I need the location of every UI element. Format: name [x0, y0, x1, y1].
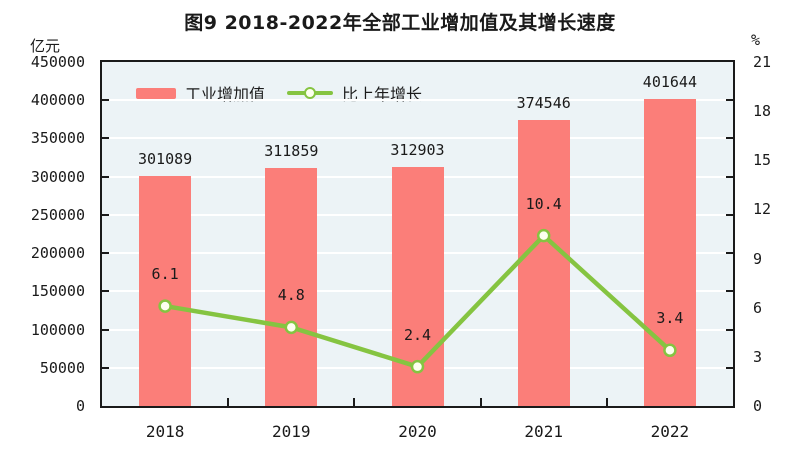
right-axis-tick-label: 12	[753, 200, 772, 219]
left-axis-tick	[102, 328, 109, 331]
bar-value-label: 401644	[642, 72, 697, 91]
growth-value-label: 6.1	[151, 265, 179, 284]
x-axis-category-label: 2020	[398, 422, 437, 441]
left-axis-tick	[102, 366, 109, 369]
right-axis-tick	[726, 252, 733, 255]
left-axis-tick-label: 450000	[30, 53, 85, 71]
growth-marker	[284, 320, 299, 335]
growth-line-layer	[158, 228, 677, 374]
right-axis-tick	[726, 99, 733, 102]
gridline	[102, 137, 733, 140]
left-axis-tick	[102, 290, 109, 293]
growth-marker	[410, 359, 425, 374]
bar-2019	[265, 167, 318, 406]
right-axis-tick-label: 6	[753, 298, 763, 317]
growth-value-label: 3.4	[656, 309, 684, 328]
growth-marker	[536, 228, 551, 243]
right-axis-tick	[726, 213, 733, 216]
right-axis-tick	[726, 137, 733, 140]
right-axis-tick	[726, 328, 733, 331]
x-axis-category-label: 2019	[272, 422, 311, 441]
bar-value-label: 374546	[516, 93, 571, 112]
x-axis-tick	[605, 398, 608, 406]
left-axis-tick-label: 100000	[30, 320, 85, 339]
x-axis-tick	[227, 398, 230, 406]
growth-value-label: 4.8	[277, 286, 305, 305]
left-axis-tick-label: 200000	[30, 244, 85, 263]
right-axis-tick	[726, 290, 733, 293]
right-axis-tick-label: 18	[753, 102, 772, 121]
bar-value-label: 311859	[264, 141, 319, 160]
bar-swatch-icon	[136, 87, 176, 99]
growth-value-label: 10.4	[525, 194, 562, 213]
x-axis-category-label: 2018	[145, 422, 185, 441]
left-axis-tick-label: 50000	[39, 358, 85, 377]
left-axis-tick	[102, 252, 109, 255]
growth-marker	[158, 299, 172, 313]
left-axis-tick-label: 400000	[30, 91, 85, 110]
left-axis-tick-label: 0	[75, 397, 85, 415]
x-axis-tick	[479, 398, 482, 406]
bar-2021	[517, 119, 570, 406]
left-axis-tick	[102, 99, 109, 102]
left-axis-tick-label: 350000	[30, 129, 85, 148]
right-axis-tick-label: 0	[753, 397, 763, 415]
left-axis-tick	[102, 137, 109, 140]
line-marker-icon	[287, 87, 334, 99]
growth-marker	[663, 343, 677, 358]
right-axis-unit: %	[751, 31, 761, 49]
chart-title: 图9 2018-2022年全部工业增加值及其增长速度	[184, 12, 616, 34]
left-axis-tick-label: 300000	[30, 167, 85, 186]
left-axis-tick	[102, 213, 109, 216]
right-axis-tick	[726, 175, 733, 178]
left-axis-unit: 亿元	[30, 37, 61, 55]
right-axis-tick-label: 9	[753, 249, 763, 268]
x-axis-tick	[353, 398, 356, 406]
right-axis-tick-label: 21	[753, 53, 772, 71]
plot-area: 工业增加值 比上年增长	[100, 60, 735, 408]
right-axis-tick-label: 15	[753, 151, 772, 170]
right-axis-tick	[726, 366, 733, 369]
left-axis-tick-label: 250000	[30, 205, 85, 224]
right-axis-tick-label: 3	[753, 347, 763, 366]
bar-2018	[139, 175, 192, 406]
growth-value-label: 2.4	[403, 325, 432, 344]
x-axis-category-label: 2022	[650, 422, 690, 441]
bar-value-label: 301089	[138, 149, 193, 168]
left-axis-tick	[102, 175, 109, 178]
gridline	[102, 99, 733, 102]
x-axis-category-label: 2021	[524, 422, 563, 441]
bar-value-label: 312903	[390, 140, 445, 159]
left-axis-tick-label: 150000	[30, 282, 85, 301]
